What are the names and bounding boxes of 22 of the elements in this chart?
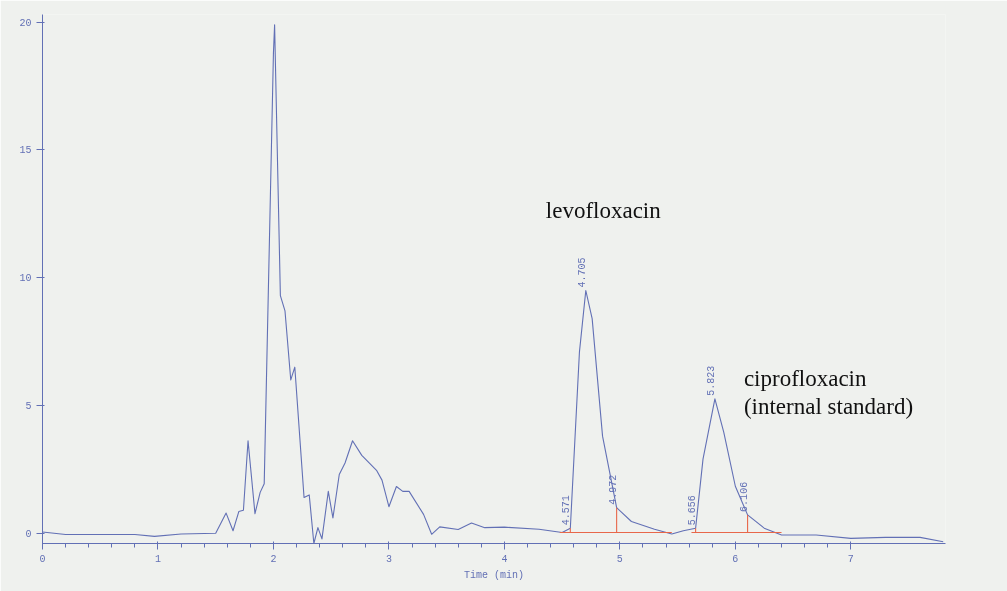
x-tick-label: 6 <box>732 553 739 565</box>
annotation: 6.106 <box>738 481 750 512</box>
y-tick-label: 5 <box>25 401 32 412</box>
annotation: levofloxacin <box>545 198 662 223</box>
x-tick-label: 3 <box>385 553 392 565</box>
annotation: 5.656 <box>686 495 698 526</box>
annotation: 4.972 <box>607 474 619 505</box>
annotation: 4.705 <box>576 257 588 288</box>
y-tick-label: 0 <box>25 528 32 540</box>
y-tick-label: 15 <box>19 145 32 157</box>
y-tick-label: 20 <box>19 17 32 29</box>
x-tick-label: 5 <box>616 553 623 565</box>
annotation: 5.823 <box>705 365 717 396</box>
x-tick-label: 2 <box>270 553 277 565</box>
x-tick-label: 4 <box>501 553 508 565</box>
x-tick-label: 7 <box>847 553 854 565</box>
x-tick-label: 1 <box>154 553 161 565</box>
annotation: ciprofloxacin (internal standard) <box>743 366 914 420</box>
x-axis-title: Time (min) <box>464 569 525 581</box>
annotation: 4.571 <box>561 495 573 526</box>
x-tick-label: 0 <box>39 553 46 565</box>
y-tick-label: 10 <box>19 273 32 285</box>
